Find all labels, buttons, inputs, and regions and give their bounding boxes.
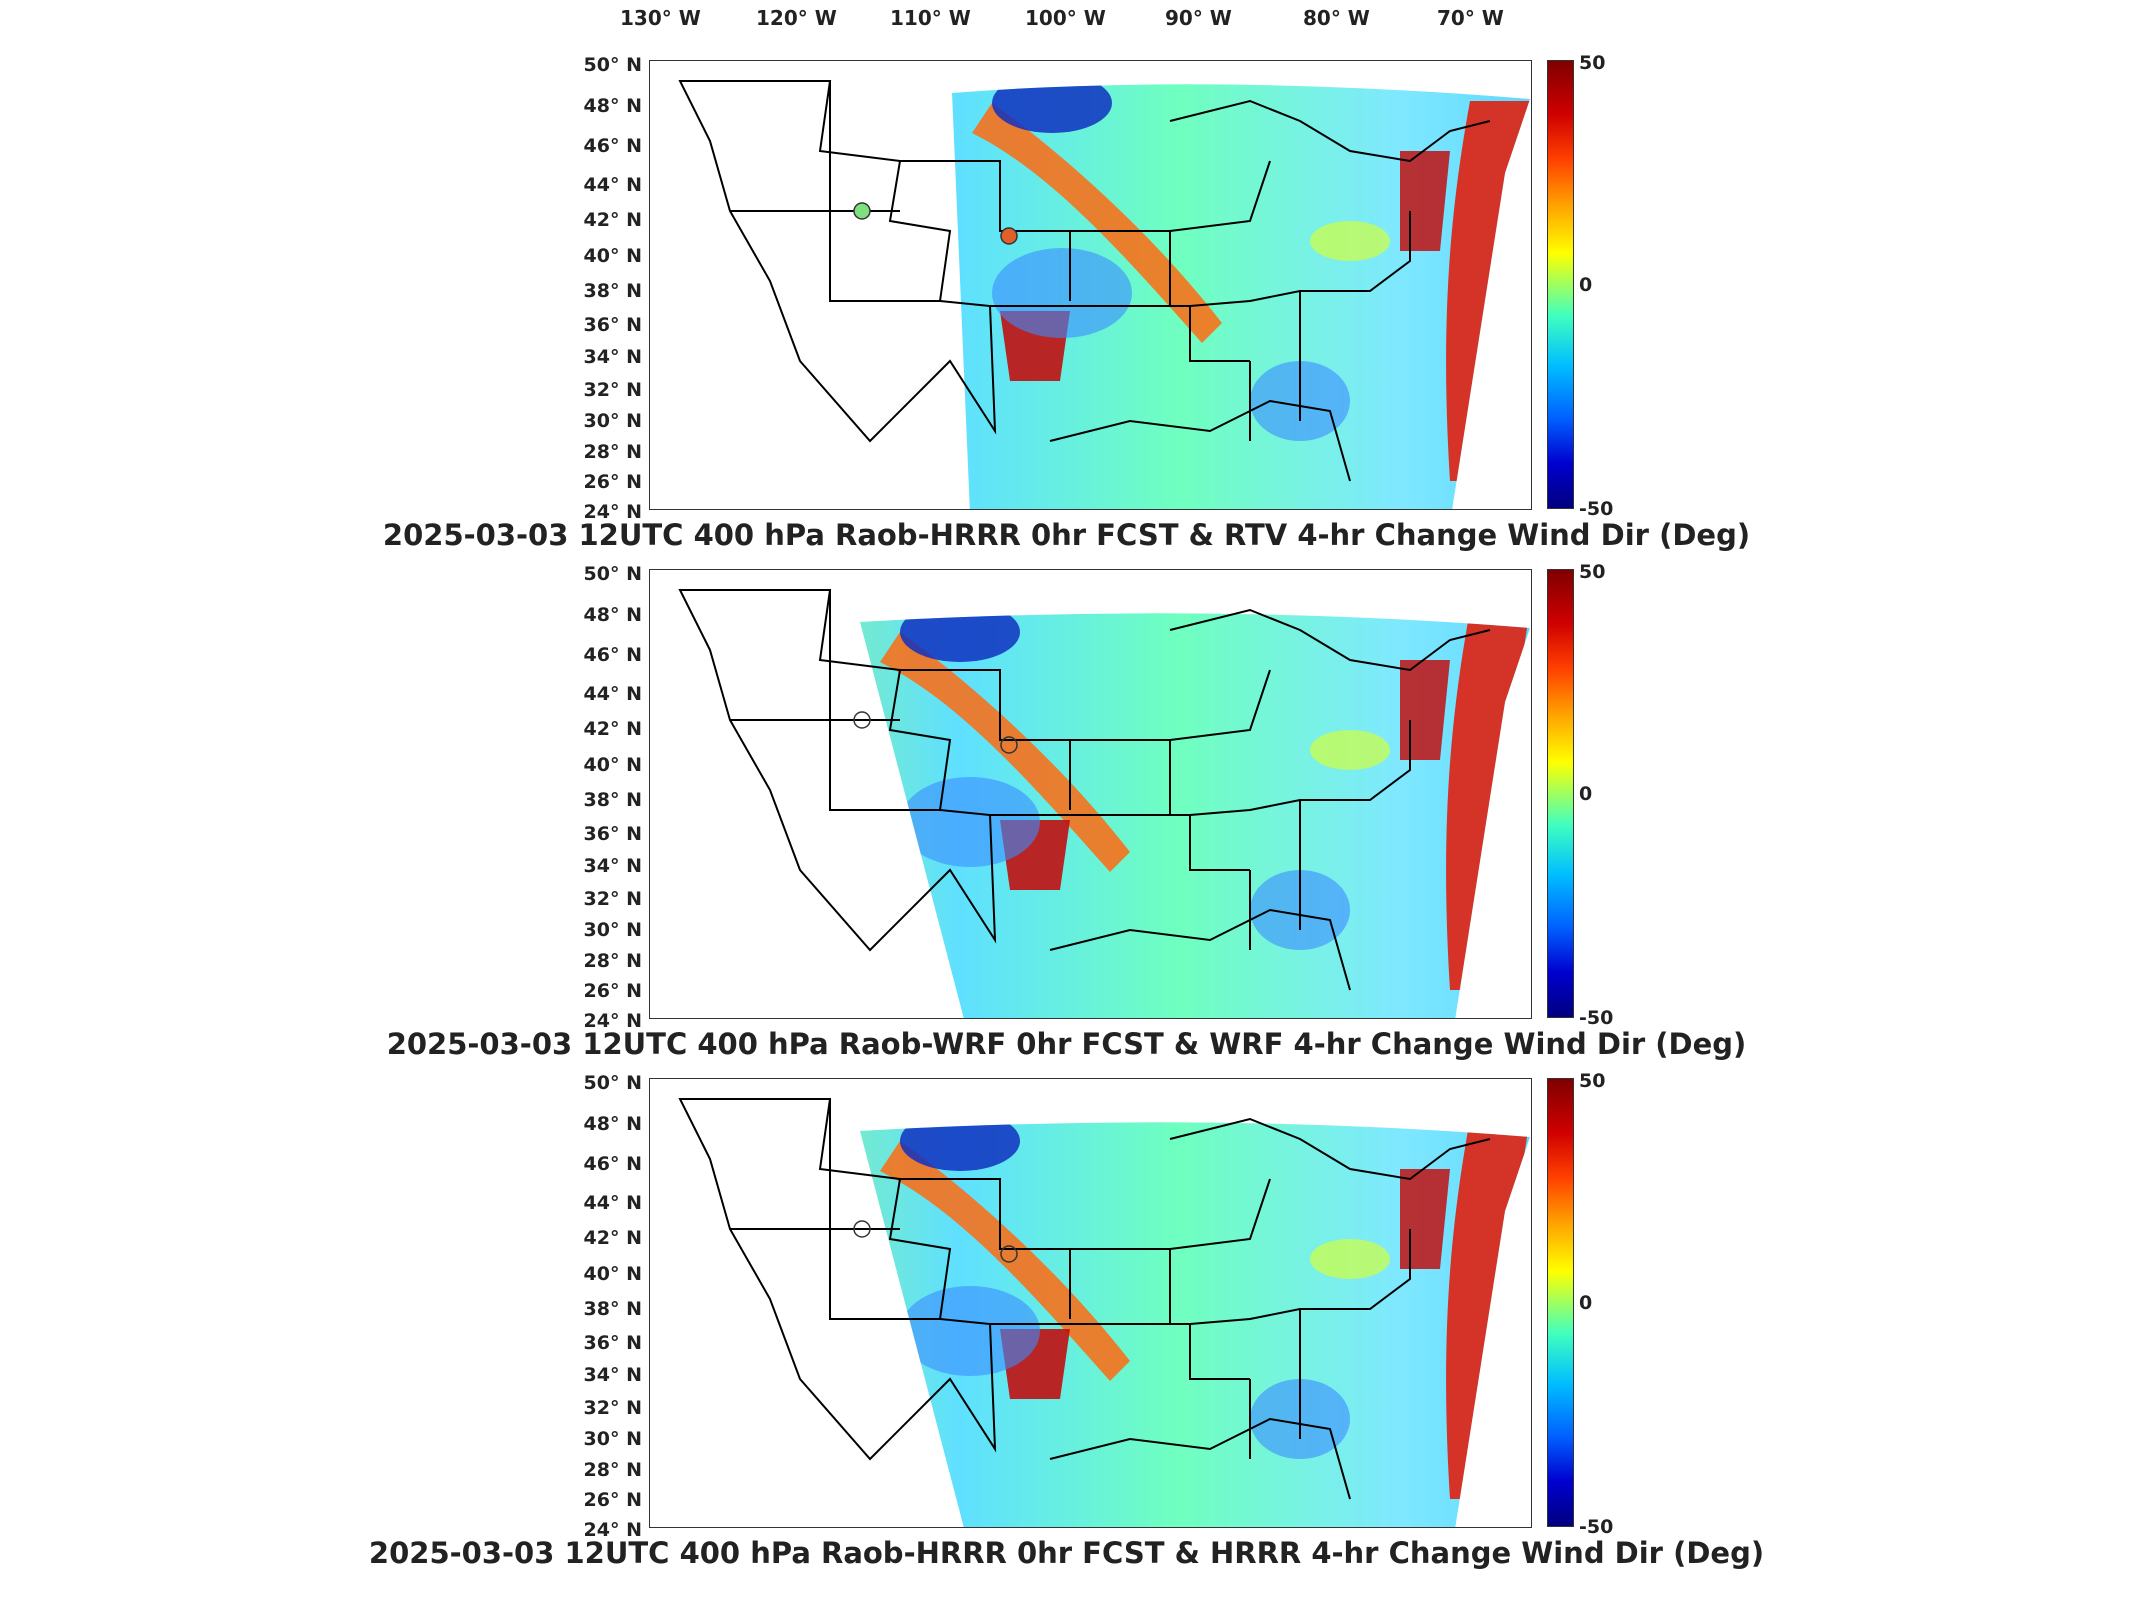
lat-label: 46° N (583, 644, 642, 666)
colorbar-max-label: 50 (1579, 561, 1606, 583)
map-panel-wrf: 50° N 48° N 46° N 44° N 42° N 40° N 38° N 36° N… (0, 561, 2133, 1077)
lon-label: 130° W (620, 6, 701, 30)
wind-direction-field (860, 613, 1530, 1018)
colorbar-max-label: 50 (1579, 52, 1606, 74)
lat-label: 48° N (583, 1113, 642, 1135)
map-frame (649, 569, 1532, 1019)
lat-label: 30° N (583, 919, 642, 941)
colorbar-mid-label: 0 (1579, 274, 1593, 296)
lat-label: 34° N (583, 855, 642, 877)
lat-label: 42° N (583, 1227, 642, 1249)
state-boundaries (678, 589, 1491, 991)
lat-label: 46° N (583, 1153, 642, 1175)
lat-label: 50° N (583, 563, 642, 585)
colorbar-max-label: 50 (1579, 1070, 1606, 1092)
lat-label: 26° N (583, 471, 642, 493)
lon-label: 90° W (1165, 6, 1232, 30)
lat-label: 30° N (583, 410, 642, 432)
lon-label: 110° W (890, 6, 971, 30)
panel-title: 2025-03-03 12UTC 400 hPa Raob-HRRR 0hr F… (382, 518, 1751, 552)
lat-label: 28° N (583, 441, 642, 463)
raob-station-marker (1000, 736, 1018, 754)
lon-label: 80° W (1303, 6, 1370, 30)
lat-label: 26° N (583, 1489, 642, 1511)
state-boundaries (678, 1098, 1491, 1500)
map-frame (649, 1078, 1532, 1528)
panel-title: 2025-03-03 12UTC 400 hPa Raob-HRRR 0hr F… (368, 1536, 1765, 1570)
colorbar-mid-label: 0 (1579, 1292, 1593, 1314)
lat-label: 44° N (583, 683, 642, 705)
wind-direction-field (860, 1122, 1530, 1527)
raob-station-marker (853, 1220, 871, 1238)
raob-station-marker (1000, 227, 1018, 245)
lat-label: 26° N (583, 980, 642, 1002)
colorbar-min-label: -50 (1579, 498, 1614, 520)
colorbar (1547, 569, 1574, 1018)
lat-label: 40° N (583, 245, 642, 267)
lat-label: 40° N (583, 1263, 642, 1285)
lat-label: 38° N (583, 280, 642, 302)
lat-label: 36° N (583, 314, 642, 336)
lat-label: 50° N (583, 1072, 642, 1094)
lat-label: 42° N (583, 718, 642, 740)
lon-label: 70° W (1437, 6, 1504, 30)
lat-label: 24° N (583, 1010, 642, 1032)
lat-label: 32° N (583, 1397, 642, 1419)
colorbar-min-label: -50 (1579, 1007, 1614, 1029)
map-panel-rtv: 50° N 48° N 46° N 44° N 42° N 40° N 38° N 36° N… (0, 52, 2133, 568)
lat-label: 40° N (583, 754, 642, 776)
lat-label: 34° N (583, 346, 642, 368)
lat-label: 48° N (583, 604, 642, 626)
lat-label: 24° N (583, 1519, 642, 1541)
lat-label: 28° N (583, 950, 642, 972)
lat-label: 38° N (583, 1298, 642, 1320)
colorbar-min-label: -50 (1579, 1516, 1614, 1538)
lat-label: 36° N (583, 823, 642, 845)
lat-label: 50° N (583, 54, 642, 76)
map-frame (649, 60, 1532, 510)
lat-label: 42° N (583, 209, 642, 231)
lat-label: 48° N (583, 95, 642, 117)
lat-label: 44° N (583, 174, 642, 196)
lat-label: 38° N (583, 789, 642, 811)
map-panel-hrrr: 50° N 48° N 46° N 44° N 42° N 40° N 38° N 36° N… (0, 1070, 2133, 1586)
lat-label: 46° N (583, 135, 642, 157)
panel-title: 2025-03-03 12UTC 400 hPa Raob-WRF 0hr FC… (386, 1027, 1747, 1061)
lat-label: 34° N (583, 1364, 642, 1386)
lon-label: 120° W (756, 6, 837, 30)
raob-station-marker (853, 202, 871, 220)
raob-station-marker (853, 711, 871, 729)
colorbar-mid-label: 0 (1579, 783, 1593, 805)
lat-label: 44° N (583, 1192, 642, 1214)
lat-label: 30° N (583, 1428, 642, 1450)
lat-label: 24° N (583, 501, 642, 523)
lon-label: 100° W (1025, 6, 1106, 30)
state-boundaries (678, 80, 1491, 482)
colorbar (1547, 1078, 1574, 1527)
lat-label: 32° N (583, 379, 642, 401)
lat-label: 36° N (583, 1332, 642, 1354)
wind-direction-field (952, 84, 1530, 509)
lat-label: 28° N (583, 1459, 642, 1481)
raob-station-marker (1000, 1245, 1018, 1263)
colorbar (1547, 60, 1574, 509)
lat-label: 32° N (583, 888, 642, 910)
